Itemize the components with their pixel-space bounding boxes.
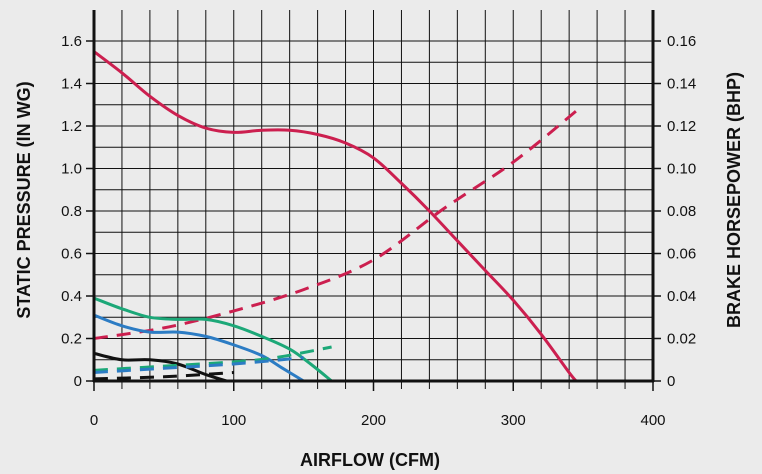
y2-tick-label: 0.02 <box>667 331 696 348</box>
axes <box>86 10 661 391</box>
y-tick-label: 1.0 <box>61 161 82 178</box>
y-tick-label: 0 <box>74 373 82 390</box>
x-tick-label: 100 <box>221 412 246 429</box>
x-tick-label: 300 <box>501 412 526 429</box>
y-tick-label: 0.2 <box>61 331 82 348</box>
y2-tick-label: 0.12 <box>667 118 696 135</box>
tick-labels: 0 0.2 0.4 0.6 0.8 1.0 1.2 1.4 1.6 0 0.02 0.04 0.06 0.… <box>61 33 696 429</box>
x-tick-label: 200 <box>361 412 386 429</box>
series-line-3 <box>93 296 333 383</box>
x-axis-title: AIRFLOW (CFM) <box>300 450 440 470</box>
y-tick-label: 0.8 <box>61 203 82 220</box>
series-line-5 <box>93 351 228 383</box>
y-tick-label: 1.6 <box>61 33 82 50</box>
series-line-6 <box>93 345 332 372</box>
y2-tick-label: 0.08 <box>667 203 696 220</box>
y2-tick-label: 0.14 <box>667 76 696 93</box>
y2-tick-label: 0 <box>667 373 675 390</box>
y2-tick-label: 0.16 <box>667 33 696 50</box>
y2-tick-label: 0.04 <box>667 288 696 305</box>
series-line-8 <box>93 371 234 381</box>
x-tick-label: 0 <box>90 412 98 429</box>
y-tick-label: 1.2 <box>61 118 82 135</box>
series-line-7 <box>93 356 304 374</box>
series-lines <box>93 50 578 383</box>
series-line-1 <box>93 50 578 382</box>
x-tick-label: 400 <box>640 412 665 429</box>
y2-axis-title: BRAKE HORSEPOWER (BHP) <box>724 72 744 328</box>
series-line-4 <box>93 313 305 383</box>
y-tick-label: 1.4 <box>61 76 82 93</box>
grid <box>94 10 653 389</box>
y2-tick-label: 0.10 <box>667 161 696 178</box>
y-tick-label: 0.6 <box>61 246 82 263</box>
y2-tick-label: 0.06 <box>667 246 696 263</box>
y-axis-title: STATIC PRESSURE (IN WG) <box>14 81 34 318</box>
series-line-2 <box>93 109 578 340</box>
y-tick-label: 0.4 <box>61 288 82 305</box>
